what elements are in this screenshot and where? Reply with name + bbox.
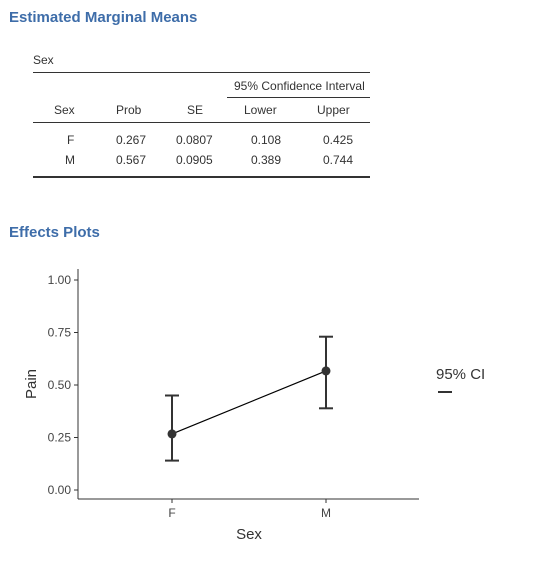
legend-label: 95% CI — [436, 366, 485, 383]
col-header-se: SE — [187, 103, 204, 117]
table-cell: 0.0905 — [176, 153, 213, 167]
ci-header: 95% Confidence Interval — [234, 79, 365, 93]
ci-header-rule — [227, 97, 370, 98]
table-bottom-rule — [33, 176, 370, 178]
y-tick-label: 0.50 — [48, 378, 72, 392]
table-cell: 0.425 — [323, 133, 354, 147]
table-header-rule — [33, 122, 370, 123]
y-tick-label: 0.00 — [48, 483, 72, 497]
y-tick-label: 0.75 — [48, 326, 72, 340]
x-tick-label: M — [321, 506, 331, 520]
table-cell: 0.567 — [116, 153, 147, 167]
effects-title: Effects Plots — [9, 224, 100, 241]
emm-title: Estimated Marginal Means — [9, 9, 198, 26]
series-line — [171, 370, 327, 435]
table-cell: F — [67, 133, 75, 147]
table-cell: M — [65, 153, 75, 167]
data-point-F — [167, 429, 177, 439]
table-cell: 0.267 — [116, 133, 147, 147]
table-title: Sex — [33, 53, 54, 67]
table-cell: 0.108 — [251, 133, 282, 147]
table-cell: 0.0807 — [176, 133, 213, 147]
table-top-rule — [33, 72, 370, 73]
col-header-lower: Lower — [244, 103, 277, 117]
col-header-prob: Prob — [116, 103, 142, 117]
table-cell: 0.744 — [323, 153, 354, 167]
col-header-upper: Upper — [317, 103, 350, 117]
y-axis-title: Pain — [23, 369, 40, 399]
table-cell: 0.389 — [251, 153, 282, 167]
data-point-M — [321, 366, 331, 376]
x-tick-label: F — [168, 506, 175, 520]
y-tick-label: 1.00 — [48, 273, 72, 287]
x-axis-title: Sex — [236, 526, 262, 543]
y-tick-label: 0.25 — [48, 431, 72, 445]
col-header-sex: Sex — [54, 103, 75, 117]
